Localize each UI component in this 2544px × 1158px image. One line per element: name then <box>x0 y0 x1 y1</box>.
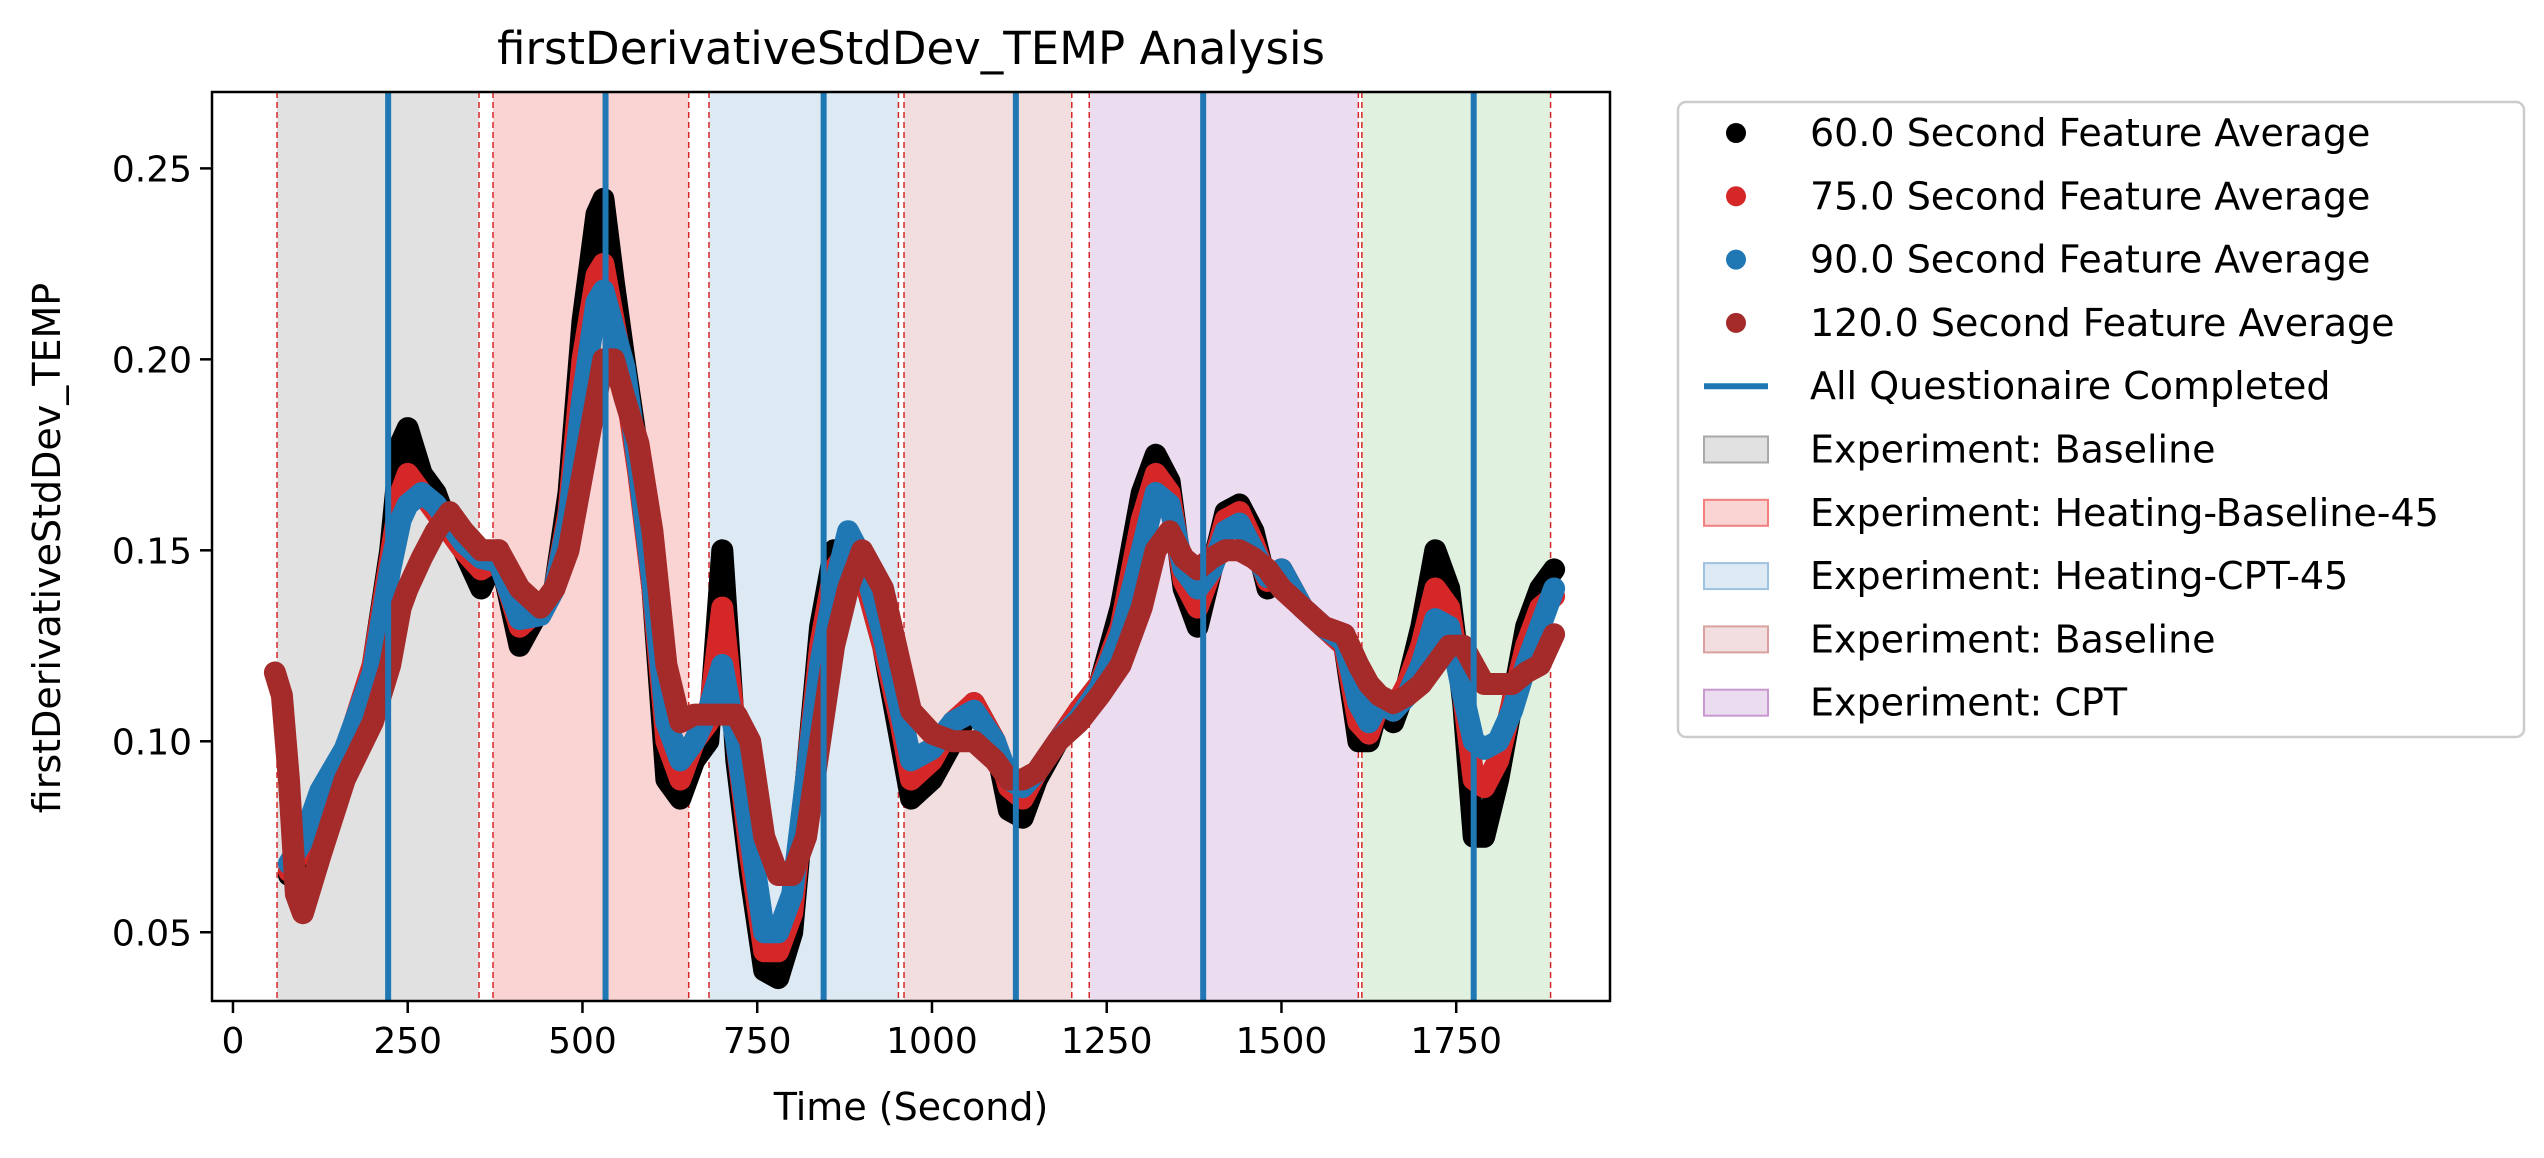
plot-area: 0 250 500 750 1000 1250 1500 1750 0.05 0.10 0.15 0.… <box>112 90 1612 1062</box>
series-group <box>263 187 1566 990</box>
x-tick-label-4: 1000 <box>886 1021 978 1062</box>
x-tick-label-1: 250 <box>373 1021 442 1062</box>
y-tick-label-2: 0.15 <box>112 531 192 572</box>
series-2 <box>277 279 1566 944</box>
region-3 <box>904 92 1072 1001</box>
legend-marker-2 <box>1726 249 1746 270</box>
series-3 <box>263 348 1566 925</box>
legend-label-9: Experiment: CPT <box>1810 681 2128 725</box>
legend-label-0: 60.0 Second Feature Average <box>1810 111 2370 155</box>
legend-label-4: All Questionaire Completed <box>1810 364 2331 408</box>
plot-frame <box>210 90 1612 1003</box>
legend-label-7: Experiment: Heating-CPT-45 <box>1810 554 2348 598</box>
legend-marker-3 <box>1726 312 1746 333</box>
region-5 <box>1361 92 1551 1001</box>
legend-patch-5 <box>1703 435 1769 464</box>
legend: 60.0 Second Feature Average 75.0 Second F… <box>1676 100 2526 739</box>
y-tick-label-0: 0.05 <box>112 913 192 954</box>
legend-patch-7 <box>1703 562 1769 591</box>
legend-patch-8 <box>1703 625 1769 654</box>
legend-label-3: 120.0 Second Feature Average <box>1810 301 2395 345</box>
y-tick-label-1: 0.10 <box>112 722 192 763</box>
legend-marker-1 <box>1726 186 1746 207</box>
x-tick-label-6: 1500 <box>1236 1021 1328 1062</box>
legend-patch-9 <box>1703 688 1769 717</box>
x-axis-label: Time (Second) <box>773 1085 1049 1129</box>
legend-label-1: 75.0 Second Feature Average <box>1810 174 2370 218</box>
x-tick-label-0: 0 <box>222 1021 245 1062</box>
legend-patch-6 <box>1703 498 1769 527</box>
x-tick-label-7: 1750 <box>1410 1021 1502 1062</box>
legend-label-2: 90.0 Second Feature Average <box>1810 238 2370 282</box>
x-tick-label-5: 1250 <box>1061 1021 1153 1062</box>
legend-label-8: Experiment: Baseline <box>1810 617 2216 661</box>
y-axis-label: firstDerivativeStdDev_TEMP <box>25 283 69 813</box>
legend-label-6: Experiment: Heating-Baseline-45 <box>1810 491 2439 535</box>
x-tick-label-2: 500 <box>548 1021 617 1062</box>
legend-marker-0 <box>1726 123 1746 143</box>
y-tick-label-3: 0.20 <box>112 340 192 381</box>
chart-title: firstDerivativeStdDev_TEMP Analysis <box>497 22 1325 75</box>
legend-box <box>1676 100 2526 739</box>
x-tick-label-3: 750 <box>723 1021 792 1062</box>
legend-label-5: Experiment: Baseline <box>1810 428 2216 472</box>
y-tick-label-4: 0.25 <box>112 149 192 190</box>
